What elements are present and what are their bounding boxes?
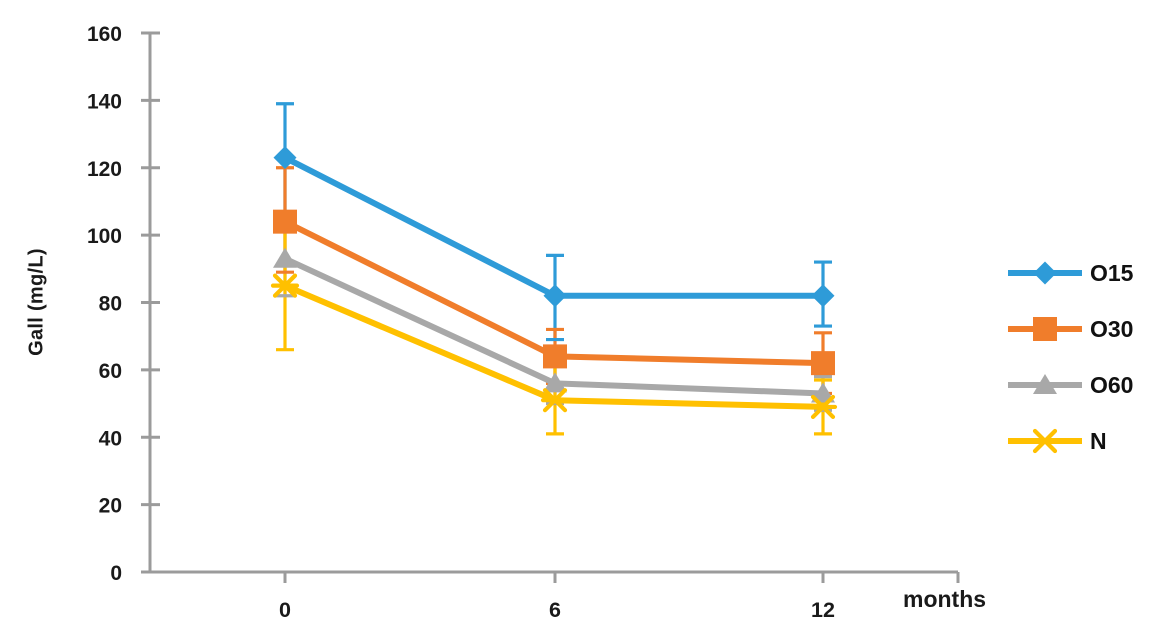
x-marker-N <box>270 273 300 298</box>
x-tick-label: 6 <box>549 598 561 622</box>
legend-label-O30: O30 <box>1090 316 1133 342</box>
legend-label-O60: O60 <box>1090 372 1133 398</box>
x-axis-unit-label: months <box>903 586 987 612</box>
legend-label-N: N <box>1090 428 1107 454</box>
y-tick-label: 140 <box>87 90 122 113</box>
y-tick-label: 60 <box>99 360 122 383</box>
y-axis-title: Gall (mg/L) <box>25 248 48 356</box>
diamond-marker-O15 <box>543 284 567 308</box>
y-tick-label: 100 <box>87 225 122 248</box>
triangle-marker-O60 <box>811 382 835 403</box>
y-tick-label: 160 <box>87 23 122 46</box>
legend-marker-O15 <box>1033 261 1057 285</box>
legend-label-O15: O15 <box>1090 260 1134 286</box>
x-marker-N <box>540 388 570 413</box>
square-marker-O30 <box>811 351 835 376</box>
triangle-marker-O60 <box>273 247 297 268</box>
legend-marker-O60 <box>1033 374 1057 394</box>
x-tick-label: 0 <box>279 598 291 622</box>
square-marker-O30 <box>273 209 297 234</box>
x-marker-N <box>808 394 838 420</box>
square-marker-O30 <box>543 344 567 369</box>
y-tick-label: 0 <box>110 562 122 585</box>
y-tick-label: 20 <box>99 495 122 518</box>
y-tick-label: 80 <box>99 293 122 316</box>
x-tick-label: 12 <box>811 598 835 622</box>
diamond-marker-O15 <box>273 146 297 170</box>
y-tick-label: 120 <box>87 158 122 181</box>
y-tick-label: 40 <box>99 427 122 450</box>
diamond-marker-O15 <box>811 284 835 308</box>
legend-marker-O30 <box>1033 317 1057 341</box>
triangle-marker-O60 <box>543 372 567 393</box>
legend-marker-N <box>1030 428 1060 454</box>
